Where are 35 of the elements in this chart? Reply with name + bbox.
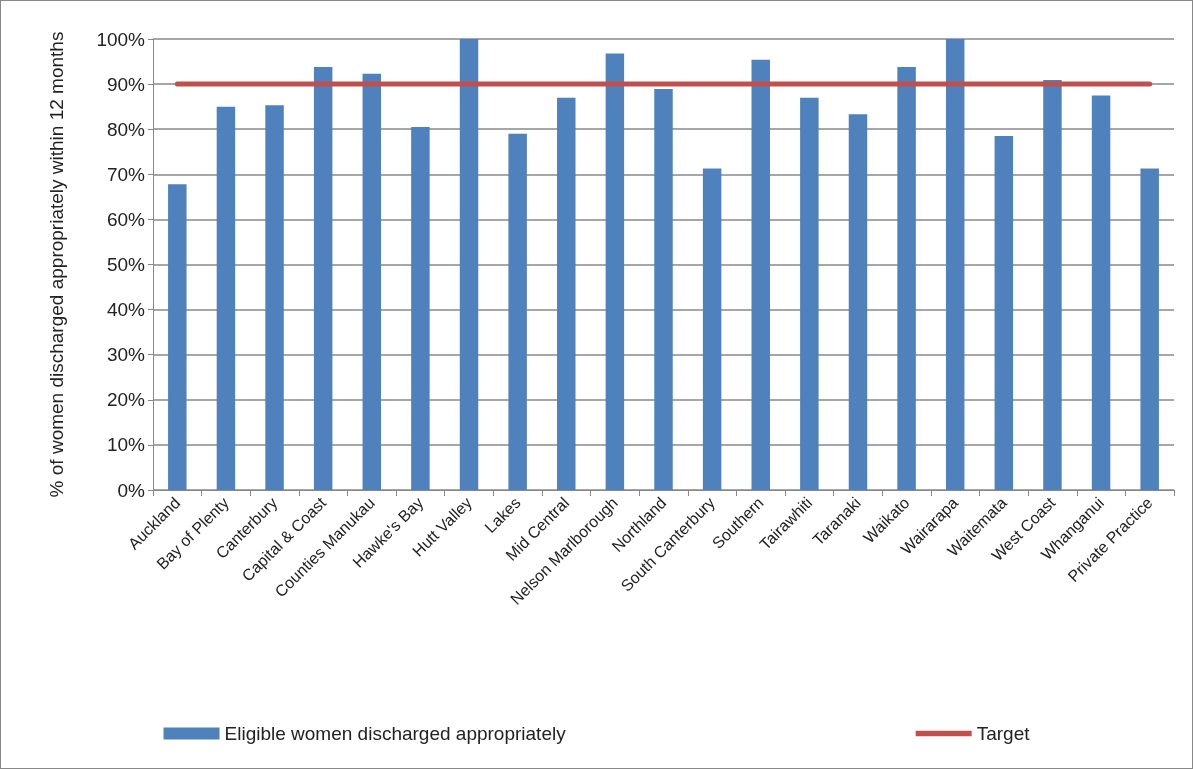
bar: [508, 133, 527, 490]
y-tick-label: 30%: [106, 344, 146, 366]
bar: [654, 89, 673, 490]
y-tick-label: 20%: [106, 389, 146, 411]
bar: [994, 135, 1014, 490]
bar: [459, 39, 479, 490]
bar: [1091, 95, 1111, 490]
bar: [265, 105, 284, 490]
y-tick-label: 60%: [106, 208, 146, 230]
bar: [751, 59, 770, 490]
bar: [1043, 80, 1062, 490]
bar: [848, 114, 868, 490]
bar: [800, 97, 819, 490]
bar: [897, 66, 916, 490]
y-tick-label: 90%: [106, 73, 146, 95]
legend-label: Target: [976, 723, 1031, 744]
y-tick-label: 70%: [106, 163, 146, 185]
y-axis-title: % of women discharged appropriately within 12 months: [45, 31, 67, 498]
bar: [605, 53, 625, 490]
bar: [168, 184, 187, 490]
bar: [945, 39, 965, 490]
y-tick-label: 50%: [106, 254, 146, 275]
y-tick-label: 10%: [106, 434, 146, 456]
bar: [216, 106, 236, 490]
y-tick-label: 0%: [117, 479, 146, 501]
bar: [557, 97, 576, 490]
y-tick-label: 100%: [96, 28, 146, 50]
bar: [362, 73, 382, 490]
bar: [411, 126, 430, 490]
bar: [313, 66, 333, 490]
y-tick-label: 40%: [106, 299, 146, 321]
bar: [702, 168, 722, 490]
legend-label: Eligible women discharged appropriately: [224, 723, 567, 744]
y-tick-label: 80%: [106, 118, 146, 140]
bar: [1140, 168, 1159, 490]
